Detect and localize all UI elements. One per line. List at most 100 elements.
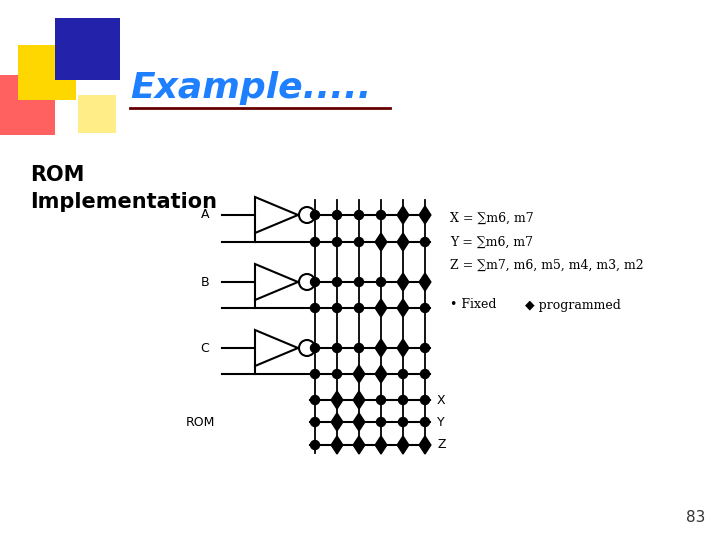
Polygon shape xyxy=(397,436,409,454)
Polygon shape xyxy=(419,273,431,291)
Bar xyxy=(55,18,120,80)
Circle shape xyxy=(377,369,385,379)
Text: • Fixed: • Fixed xyxy=(450,299,497,312)
Circle shape xyxy=(354,395,364,404)
Text: Y = ∑m6, m7: Y = ∑m6, m7 xyxy=(450,235,533,248)
Circle shape xyxy=(398,417,408,427)
Text: Z = ∑m7, m6, m5, m4, m3, m2: Z = ∑m7, m6, m5, m4, m3, m2 xyxy=(450,259,644,272)
Circle shape xyxy=(420,417,430,427)
Circle shape xyxy=(398,441,408,449)
Circle shape xyxy=(354,303,364,313)
Circle shape xyxy=(420,369,430,379)
Polygon shape xyxy=(397,299,409,317)
Circle shape xyxy=(310,441,320,449)
Text: Example.....: Example..... xyxy=(130,71,372,105)
Polygon shape xyxy=(255,264,298,300)
Circle shape xyxy=(377,211,385,219)
Circle shape xyxy=(354,238,364,246)
Circle shape xyxy=(398,303,408,313)
Circle shape xyxy=(377,417,385,427)
Circle shape xyxy=(420,395,430,404)
Circle shape xyxy=(354,417,364,427)
Circle shape xyxy=(398,395,408,404)
Text: ROM: ROM xyxy=(30,165,84,185)
Bar xyxy=(0,75,55,135)
Circle shape xyxy=(333,417,341,427)
Circle shape xyxy=(354,278,364,287)
Text: A: A xyxy=(201,208,210,221)
Text: Z: Z xyxy=(437,438,446,451)
Circle shape xyxy=(354,441,364,449)
Text: X = ∑m6, m7: X = ∑m6, m7 xyxy=(450,212,534,225)
Polygon shape xyxy=(353,436,365,454)
Polygon shape xyxy=(331,436,343,454)
Circle shape xyxy=(420,343,430,353)
Circle shape xyxy=(354,369,364,379)
Circle shape xyxy=(398,211,408,219)
Bar xyxy=(78,95,116,133)
Polygon shape xyxy=(375,436,387,454)
Circle shape xyxy=(310,343,320,353)
Circle shape xyxy=(377,238,385,246)
Circle shape xyxy=(299,274,315,290)
Polygon shape xyxy=(353,391,365,409)
Polygon shape xyxy=(419,206,431,224)
Circle shape xyxy=(299,340,315,356)
Polygon shape xyxy=(375,299,387,317)
Text: 83: 83 xyxy=(685,510,705,525)
Polygon shape xyxy=(397,273,409,291)
Circle shape xyxy=(420,303,430,313)
Text: Implementation: Implementation xyxy=(30,192,217,212)
Text: ROM: ROM xyxy=(185,415,215,429)
Circle shape xyxy=(420,278,430,287)
Circle shape xyxy=(398,369,408,379)
Circle shape xyxy=(398,238,408,246)
Circle shape xyxy=(310,369,320,379)
Polygon shape xyxy=(375,365,387,383)
Polygon shape xyxy=(397,206,409,224)
Polygon shape xyxy=(419,436,431,454)
Circle shape xyxy=(354,211,364,219)
Text: X: X xyxy=(437,394,446,407)
Polygon shape xyxy=(397,233,409,251)
Circle shape xyxy=(420,441,430,449)
Circle shape xyxy=(310,303,320,313)
Bar xyxy=(18,45,76,100)
Circle shape xyxy=(333,211,341,219)
Circle shape xyxy=(310,395,320,404)
Circle shape xyxy=(398,343,408,353)
Text: B: B xyxy=(201,275,210,288)
Circle shape xyxy=(333,278,341,287)
Circle shape xyxy=(377,303,385,313)
Polygon shape xyxy=(331,391,343,409)
Polygon shape xyxy=(331,413,343,431)
Circle shape xyxy=(377,343,385,353)
Circle shape xyxy=(377,441,385,449)
Circle shape xyxy=(377,395,385,404)
Polygon shape xyxy=(353,365,365,383)
Text: Y: Y xyxy=(437,415,445,429)
Circle shape xyxy=(333,395,341,404)
Circle shape xyxy=(354,343,364,353)
Circle shape xyxy=(310,417,320,427)
Circle shape xyxy=(310,238,320,246)
Text: C: C xyxy=(201,341,210,354)
Circle shape xyxy=(420,211,430,219)
Circle shape xyxy=(299,207,315,223)
Polygon shape xyxy=(375,339,387,357)
Circle shape xyxy=(333,343,341,353)
Circle shape xyxy=(310,211,320,219)
Circle shape xyxy=(420,238,430,246)
Circle shape xyxy=(333,303,341,313)
Polygon shape xyxy=(255,330,298,366)
Polygon shape xyxy=(397,339,409,357)
Circle shape xyxy=(398,278,408,287)
Polygon shape xyxy=(353,413,365,431)
Circle shape xyxy=(310,278,320,287)
Circle shape xyxy=(333,369,341,379)
Polygon shape xyxy=(255,197,298,233)
Circle shape xyxy=(377,278,385,287)
Polygon shape xyxy=(375,233,387,251)
Circle shape xyxy=(333,238,341,246)
Circle shape xyxy=(333,441,341,449)
